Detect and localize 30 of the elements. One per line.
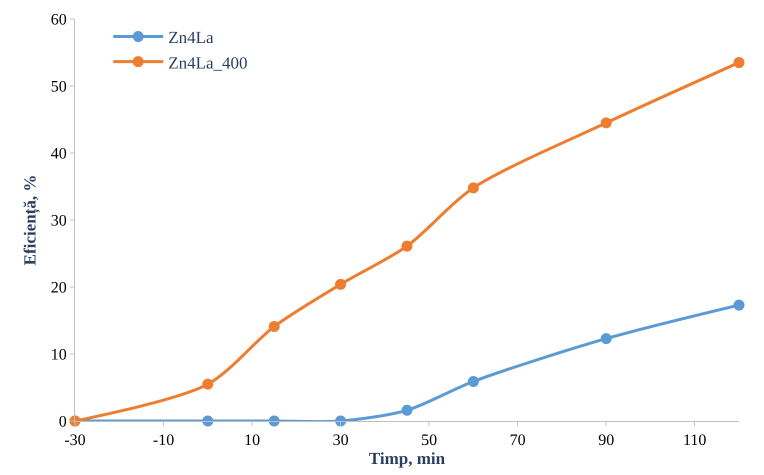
point xyxy=(600,117,612,128)
legend-label: Zn4La_400 xyxy=(168,53,248,72)
x-tick-label: -30 xyxy=(64,432,86,450)
x-tick-label: 50 xyxy=(421,432,438,450)
x-tick-label: 70 xyxy=(510,432,526,450)
y-tick-label: 60 xyxy=(50,12,67,29)
x-tick-label: 10 xyxy=(244,432,260,450)
point xyxy=(600,333,612,344)
point xyxy=(468,376,479,387)
y-tick-label: 0 xyxy=(58,414,67,431)
y-tick-label: 40 xyxy=(50,146,67,163)
x-tick-label: 30 xyxy=(332,432,349,450)
legend-label: Zn4La xyxy=(168,28,214,48)
y-tick-label: 50 xyxy=(50,78,67,96)
point xyxy=(202,378,214,390)
y-tick-label: 10 xyxy=(50,346,67,364)
point xyxy=(402,404,412,416)
point xyxy=(734,57,744,68)
point xyxy=(734,300,744,311)
y-tick-label: 30 xyxy=(50,212,67,230)
point xyxy=(268,321,280,332)
x-tick-label: 110 xyxy=(683,432,706,450)
x-axis-title: Timp, min xyxy=(368,449,446,468)
point xyxy=(402,240,412,252)
y-tick-label: 20 xyxy=(50,280,67,297)
point xyxy=(335,278,346,290)
point xyxy=(468,182,479,194)
x-tick-label: 90 xyxy=(598,432,614,450)
y-axis-title: Eficiență, % xyxy=(20,174,40,266)
x-tick-label: -10 xyxy=(152,432,174,450)
